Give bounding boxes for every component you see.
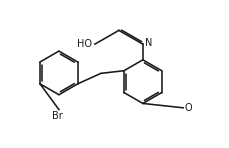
Text: Br: Br [52, 111, 63, 121]
Text: N: N [145, 38, 153, 48]
Text: O: O [185, 103, 193, 113]
Text: HO: HO [77, 39, 92, 49]
